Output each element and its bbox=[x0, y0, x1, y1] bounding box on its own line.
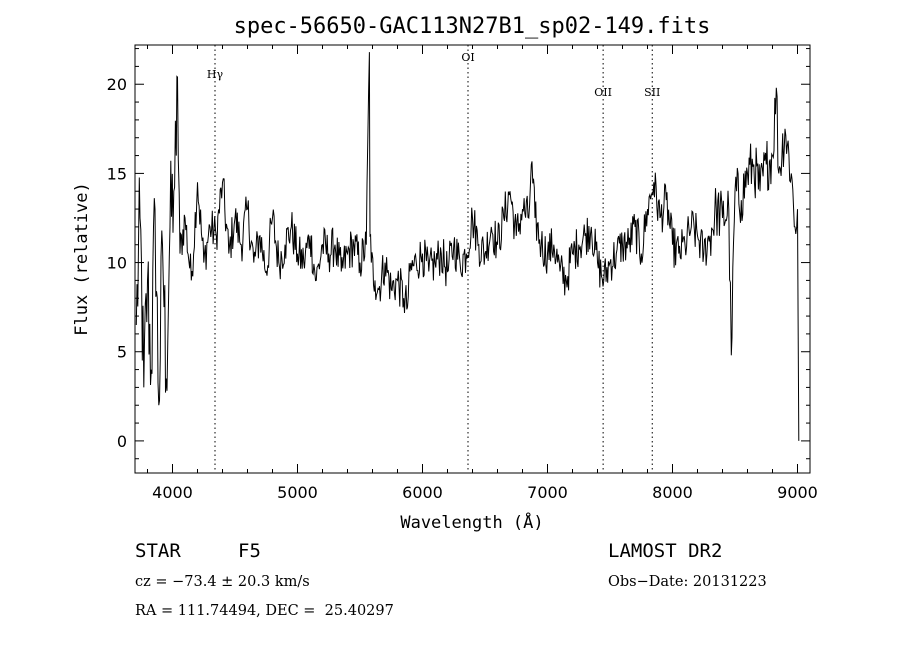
redshift-readout: cz = −73.4 ± 20.3 km/s bbox=[135, 574, 310, 590]
axes: 4000 5000 6000 7000 8000 9000 0 5 10 15 20 bbox=[107, 45, 818, 502]
line-label-OII: OII bbox=[594, 86, 612, 99]
coordinates-readout: RA = 111.74494, DEC = 25.40297 bbox=[135, 603, 394, 619]
x-tick-label: 9000 bbox=[777, 483, 818, 502]
line-label-OI: OI bbox=[461, 51, 474, 64]
plot-area: Hγ OI OII SII bbox=[135, 45, 800, 473]
chart-title: spec-56650-GAC113N27B1_sp02-149.fits bbox=[234, 14, 711, 39]
line-label-SII: SII bbox=[644, 86, 660, 99]
x-tick-label: 6000 bbox=[402, 483, 443, 502]
x-axis-label: Wavelength (Å) bbox=[400, 511, 543, 533]
y-axis-label: Flux (relative) bbox=[72, 182, 92, 336]
x-tick-label: 7000 bbox=[527, 483, 568, 502]
x-tick-label: 4000 bbox=[152, 483, 193, 502]
survey-label: LAMOST DR2 bbox=[608, 540, 723, 562]
x-tick-label: 8000 bbox=[652, 483, 693, 502]
y-tick-label: 5 bbox=[117, 343, 127, 362]
spectrum-line-0 bbox=[135, 52, 800, 441]
object-class-label: STAR bbox=[135, 540, 181, 562]
object-subclass-label: F5 bbox=[238, 540, 261, 562]
y-tick-label: 0 bbox=[117, 432, 127, 451]
y-tick-label: 10 bbox=[107, 254, 127, 273]
plot-frame bbox=[134, 44, 811, 474]
observation-date: Obs−Date: 20131223 bbox=[608, 574, 767, 590]
line-label-Hγ: Hγ bbox=[207, 68, 224, 81]
x-tick-label: 5000 bbox=[277, 483, 318, 502]
y-tick-label: 20 bbox=[107, 75, 127, 94]
y-tick-label: 15 bbox=[107, 164, 127, 183]
